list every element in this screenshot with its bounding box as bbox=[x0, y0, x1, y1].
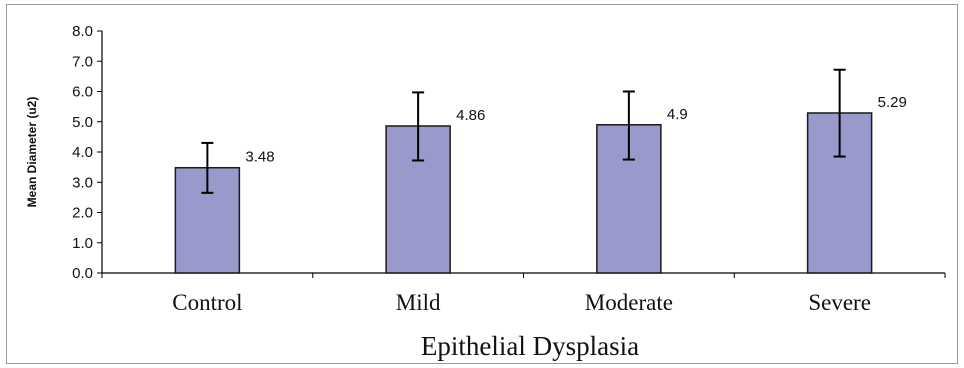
data-label: 4.9 bbox=[667, 106, 688, 123]
chart-frame bbox=[6, 4, 958, 364]
x-category-label: Moderate bbox=[585, 290, 673, 315]
y-tick-label: 1.0 bbox=[72, 235, 93, 252]
x-category-label: Mild bbox=[396, 290, 441, 315]
x-category-label: Control bbox=[172, 290, 242, 315]
x-axis-categories: Control Mild Moderate Severe bbox=[172, 290, 871, 315]
y-axis-ticks: 0.0 1.0 2.0 3.0 4.0 5.0 6.0 7.0 8.0 bbox=[72, 23, 102, 282]
data-labels: 3.48 4.86 4.9 5.29 bbox=[245, 94, 906, 166]
y-tick-label: 7.0 bbox=[72, 53, 93, 70]
data-label: 3.48 bbox=[245, 149, 274, 166]
x-axis-label: Epithelial Dysplasia bbox=[421, 331, 639, 361]
y-tick-label: 0.0 bbox=[72, 265, 93, 282]
data-label: 4.86 bbox=[456, 107, 485, 124]
y-axis-label: Mean Diameter (u2) bbox=[25, 97, 39, 208]
x-category-label: Severe bbox=[808, 290, 871, 315]
bar bbox=[385, 125, 451, 274]
y-tick-label: 5.0 bbox=[72, 114, 93, 131]
y-tick-label: 3.0 bbox=[72, 174, 93, 191]
error-bars bbox=[201, 68, 846, 194]
bar-series bbox=[174, 112, 873, 274]
y-tick-label: 8.0 bbox=[72, 23, 93, 40]
y-tick-label: 4.0 bbox=[72, 144, 93, 161]
y-tick-label: 6.0 bbox=[72, 84, 93, 101]
y-tick-label: 2.0 bbox=[72, 205, 93, 222]
data-label: 5.29 bbox=[878, 94, 907, 111]
